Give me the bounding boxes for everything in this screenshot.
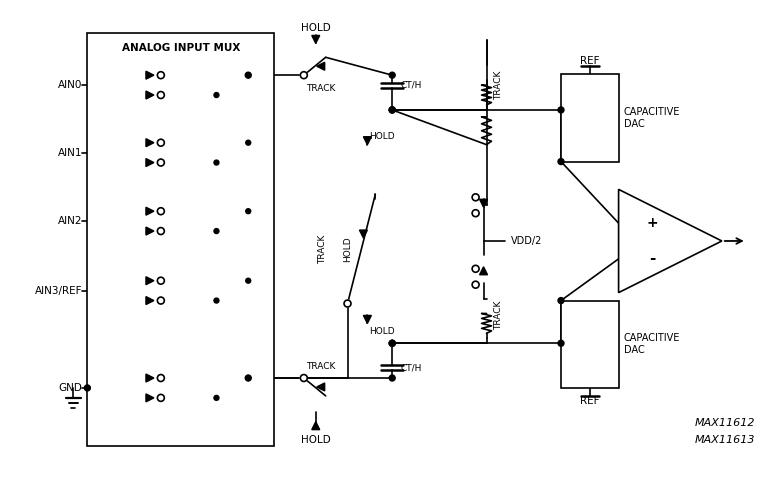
Circle shape	[389, 107, 395, 113]
Circle shape	[558, 159, 564, 164]
Circle shape	[246, 140, 251, 145]
Text: HOLD: HOLD	[344, 236, 352, 262]
Text: HOLD: HOLD	[301, 434, 331, 445]
Circle shape	[214, 228, 219, 234]
Text: TRACK: TRACK	[306, 362, 335, 371]
Polygon shape	[480, 199, 488, 207]
Polygon shape	[146, 277, 154, 285]
Bar	[561, 74, 618, 161]
Text: HOLD: HOLD	[301, 23, 331, 33]
Circle shape	[245, 375, 251, 381]
Bar	[88, 34, 274, 445]
Circle shape	[389, 107, 395, 113]
Circle shape	[558, 297, 564, 304]
Circle shape	[158, 208, 165, 215]
Text: TRACK: TRACK	[494, 301, 503, 330]
Text: ANALOG INPUT MUX: ANALOG INPUT MUX	[122, 44, 240, 53]
Circle shape	[214, 298, 219, 303]
Polygon shape	[146, 227, 154, 235]
Polygon shape	[480, 267, 488, 275]
Circle shape	[472, 265, 479, 272]
Text: TRACK: TRACK	[494, 70, 503, 100]
Text: MAX11613: MAX11613	[695, 434, 755, 445]
Text: TRACK: TRACK	[306, 83, 335, 92]
Circle shape	[158, 159, 165, 166]
Bar	[561, 300, 618, 388]
Text: VDD/2: VDD/2	[511, 236, 543, 246]
Circle shape	[85, 385, 90, 391]
Circle shape	[389, 340, 395, 346]
Circle shape	[245, 72, 251, 78]
Circle shape	[344, 300, 351, 307]
Polygon shape	[146, 139, 154, 147]
Polygon shape	[146, 159, 154, 167]
Text: AIN0: AIN0	[58, 80, 82, 90]
Circle shape	[246, 376, 251, 380]
Text: GND: GND	[58, 383, 82, 393]
Text: HOLD: HOLD	[369, 327, 395, 336]
Circle shape	[389, 107, 395, 113]
Polygon shape	[146, 297, 154, 305]
Circle shape	[158, 297, 165, 304]
Text: CT/H: CT/H	[401, 364, 421, 373]
Circle shape	[158, 72, 165, 79]
Circle shape	[558, 340, 564, 346]
Text: CT/H: CT/H	[401, 80, 421, 90]
Polygon shape	[146, 374, 154, 382]
Circle shape	[389, 72, 395, 78]
Circle shape	[389, 340, 395, 346]
Circle shape	[472, 210, 479, 217]
Polygon shape	[146, 91, 154, 99]
Circle shape	[158, 91, 165, 99]
Circle shape	[214, 160, 219, 165]
Text: REF: REF	[580, 56, 600, 66]
Polygon shape	[364, 137, 371, 145]
Text: MAX11612: MAX11612	[695, 418, 755, 428]
Circle shape	[472, 194, 479, 201]
Polygon shape	[317, 383, 325, 391]
Circle shape	[301, 72, 308, 79]
Text: REF: REF	[580, 396, 600, 406]
Circle shape	[246, 209, 251, 214]
Text: AIN1: AIN1	[58, 148, 82, 158]
Polygon shape	[311, 422, 320, 430]
Circle shape	[246, 73, 251, 78]
Circle shape	[158, 277, 165, 284]
Circle shape	[158, 375, 165, 381]
Circle shape	[158, 394, 165, 401]
Polygon shape	[618, 189, 722, 293]
Text: AIN3/REF: AIN3/REF	[35, 285, 82, 296]
Circle shape	[214, 395, 219, 400]
Polygon shape	[359, 230, 368, 238]
Polygon shape	[364, 316, 371, 323]
Text: +: +	[647, 216, 658, 230]
Polygon shape	[146, 394, 154, 402]
Circle shape	[246, 278, 251, 283]
Polygon shape	[146, 207, 154, 215]
Circle shape	[558, 107, 564, 113]
Text: TRACK: TRACK	[318, 234, 327, 263]
Text: CAPACITIVE
DAC: CAPACITIVE DAC	[624, 333, 680, 355]
Circle shape	[389, 375, 395, 381]
Text: AIN2: AIN2	[58, 216, 82, 226]
Circle shape	[158, 228, 165, 235]
Polygon shape	[317, 62, 325, 70]
Text: -: -	[649, 251, 655, 266]
Circle shape	[472, 281, 479, 288]
Circle shape	[214, 92, 219, 98]
Circle shape	[158, 139, 165, 146]
Text: CAPACITIVE
DAC: CAPACITIVE DAC	[624, 107, 680, 129]
Circle shape	[301, 375, 308, 381]
Polygon shape	[146, 71, 154, 79]
Polygon shape	[311, 35, 320, 44]
Text: HOLD: HOLD	[369, 132, 395, 141]
Circle shape	[389, 340, 395, 346]
